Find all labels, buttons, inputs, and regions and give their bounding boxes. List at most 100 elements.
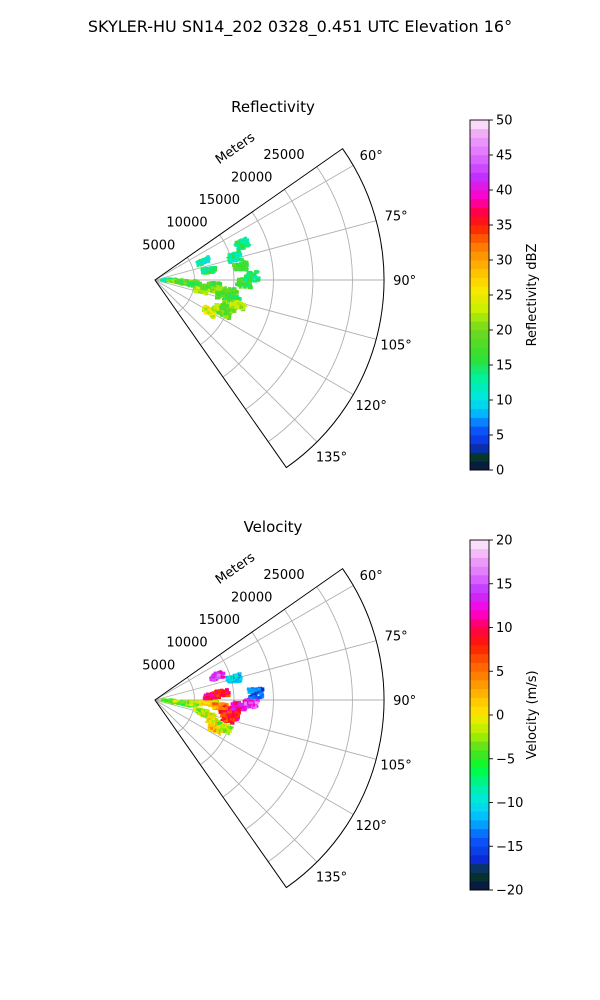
reflectivity-colorbar-segment bbox=[470, 128, 489, 138]
reflectivity-title: Reflectivity bbox=[231, 98, 315, 116]
velocity-colorbar-segment bbox=[470, 881, 489, 891]
reflectivity-echo-gate bbox=[213, 306, 217, 310]
reflectivity-echo-gate bbox=[221, 304, 225, 308]
velocity-echo-gate bbox=[219, 706, 224, 711]
reflectivity-echo-gate bbox=[205, 257, 208, 261]
reflectivity-colorbar-segment bbox=[470, 190, 489, 200]
reflectivity-colorbar-tick-label: 40 bbox=[496, 184, 513, 199]
velocity-colorbar-segment bbox=[470, 837, 489, 847]
velocity-echo-gate bbox=[218, 710, 224, 714]
velocity-colorbar-segment bbox=[470, 583, 489, 593]
reflectivity-echo-gate bbox=[161, 278, 166, 283]
reflectivity-echo-cluster bbox=[243, 270, 261, 283]
velocity-colorbar-segment bbox=[470, 811, 489, 821]
reflectivity-echo-gate bbox=[206, 268, 209, 272]
reflectivity-echo-gate bbox=[236, 258, 240, 261]
velocity-echo-gate bbox=[193, 702, 197, 707]
reflectivity-echo-gate bbox=[179, 281, 185, 284]
reflectivity-echo-gate bbox=[218, 282, 223, 286]
velocity-echo-gate bbox=[220, 674, 225, 678]
velocity-echo-gate bbox=[254, 690, 257, 692]
velocity-colorbar-tick-label: −20 bbox=[496, 884, 523, 899]
velocity-echo-gate bbox=[218, 732, 221, 736]
velocity-echo-gate bbox=[222, 707, 226, 711]
velocity-echo-gate bbox=[252, 699, 257, 702]
reflectivity-echo-gate bbox=[225, 298, 230, 301]
velocity-colorbar-segment bbox=[470, 750, 489, 760]
reflectivity-echo-gate bbox=[251, 276, 255, 279]
velocity-echo-gate bbox=[215, 718, 218, 721]
reflectivity-echo-gate bbox=[211, 287, 217, 289]
reflectivity-colorbar-segment bbox=[470, 225, 489, 235]
velocity-echo-gate bbox=[191, 700, 195, 703]
reflectivity-colorbar-segment bbox=[470, 330, 489, 340]
reflectivity-echo-gate bbox=[200, 263, 204, 266]
reflectivity-echo-gate bbox=[243, 240, 249, 243]
reflectivity-echo-gate bbox=[214, 304, 219, 308]
reflectivity-echo-gate bbox=[209, 311, 213, 313]
reflectivity-echo-gate bbox=[225, 289, 228, 292]
velocity-echo-gate bbox=[239, 706, 245, 709]
velocity-echo-gate bbox=[245, 705, 251, 709]
velocity-echo-gate bbox=[217, 722, 223, 724]
reflectivity-colorbar: 0 5 10 15 20 25 30 35 40 45 50 Reflectivity dBZ bbox=[469, 114, 540, 479]
reflectivity-echo-gate bbox=[200, 291, 204, 294]
reflectivity-echo-gate bbox=[234, 306, 239, 309]
velocity-echo-gate bbox=[229, 710, 232, 714]
reflectivity-echo-gate bbox=[239, 304, 244, 309]
velocity-colorbar-segment bbox=[470, 785, 489, 795]
velocity-echo-gate bbox=[161, 699, 166, 702]
reflectivity-echo-gate bbox=[212, 312, 216, 316]
reflectivity-echo-gate bbox=[210, 268, 215, 271]
reflectivity-colorbar-segment bbox=[470, 443, 489, 453]
reflectivity-echo-gate bbox=[243, 280, 247, 285]
velocity-colorbar-segment bbox=[470, 548, 489, 558]
reflectivity-colorbar-segment bbox=[470, 391, 489, 401]
reflectivity-echo-gate bbox=[245, 244, 249, 248]
velocity-echo-gate bbox=[221, 691, 226, 695]
reflectivity-echo-gate bbox=[197, 290, 202, 294]
reflectivity-colorbar-segment bbox=[470, 382, 489, 392]
velocity-echo-gate bbox=[211, 696, 214, 699]
velocity-echo-gate bbox=[254, 701, 259, 705]
reflectivity-echo-gate bbox=[204, 307, 208, 311]
velocity-azimuth-tick-label: 75° bbox=[385, 629, 408, 644]
reflectivity-echo-gate bbox=[198, 261, 203, 263]
velocity-echo-cluster bbox=[186, 700, 204, 707]
reflectivity-echo-gate bbox=[236, 300, 241, 303]
velocity-echo-gate bbox=[231, 710, 235, 714]
velocity-azimuth-tick-label: 105° bbox=[380, 759, 411, 774]
velocity-echo-gate bbox=[208, 723, 213, 727]
reflectivity-echo-gate bbox=[199, 288, 202, 292]
reflectivity-echo-gate bbox=[215, 303, 218, 305]
velocity-echo-gate bbox=[228, 681, 234, 684]
velocity-echo-gate bbox=[235, 704, 239, 707]
velocity-echo-gate bbox=[198, 704, 204, 706]
reflectivity-colorbar-segment bbox=[470, 365, 489, 375]
reflectivity-echo-gate bbox=[172, 280, 177, 284]
reflectivity-colorbar-segment bbox=[470, 233, 489, 243]
velocity-echo-gate bbox=[218, 726, 224, 731]
velocity-echo-gate bbox=[224, 724, 226, 727]
reflectivity-echo-gate bbox=[253, 275, 258, 279]
reflectivity-echo-gate bbox=[207, 287, 212, 292]
velocity-echo-gate bbox=[226, 694, 231, 698]
velocity-echo-gate bbox=[230, 721, 235, 725]
reflectivity-echo-gate bbox=[249, 272, 254, 275]
velocity-echo-gate bbox=[238, 672, 241, 674]
velocity-colorbar-segment bbox=[470, 732, 489, 742]
velocity-echo-gate bbox=[208, 701, 213, 706]
reflectivity-echo-gate bbox=[228, 311, 233, 315]
velocity-echo-gate bbox=[216, 694, 221, 698]
velocity-colorbar-segment bbox=[470, 592, 489, 602]
reflectivity-echo-gate bbox=[230, 305, 236, 308]
reflectivity-echo-cluster bbox=[195, 255, 211, 267]
reflectivity-echo-gate bbox=[242, 260, 246, 264]
velocity-echo-gate bbox=[222, 717, 225, 721]
reflectivity-echo-gate bbox=[207, 284, 213, 287]
reflectivity-echo-gate bbox=[225, 305, 229, 308]
reflectivity-colorbar-segment bbox=[470, 260, 489, 270]
velocity-echo-gate bbox=[249, 695, 253, 699]
reflectivity-colorbar-label: Reflectivity dBZ bbox=[525, 244, 540, 347]
reflectivity-echo-cluster bbox=[232, 260, 249, 272]
